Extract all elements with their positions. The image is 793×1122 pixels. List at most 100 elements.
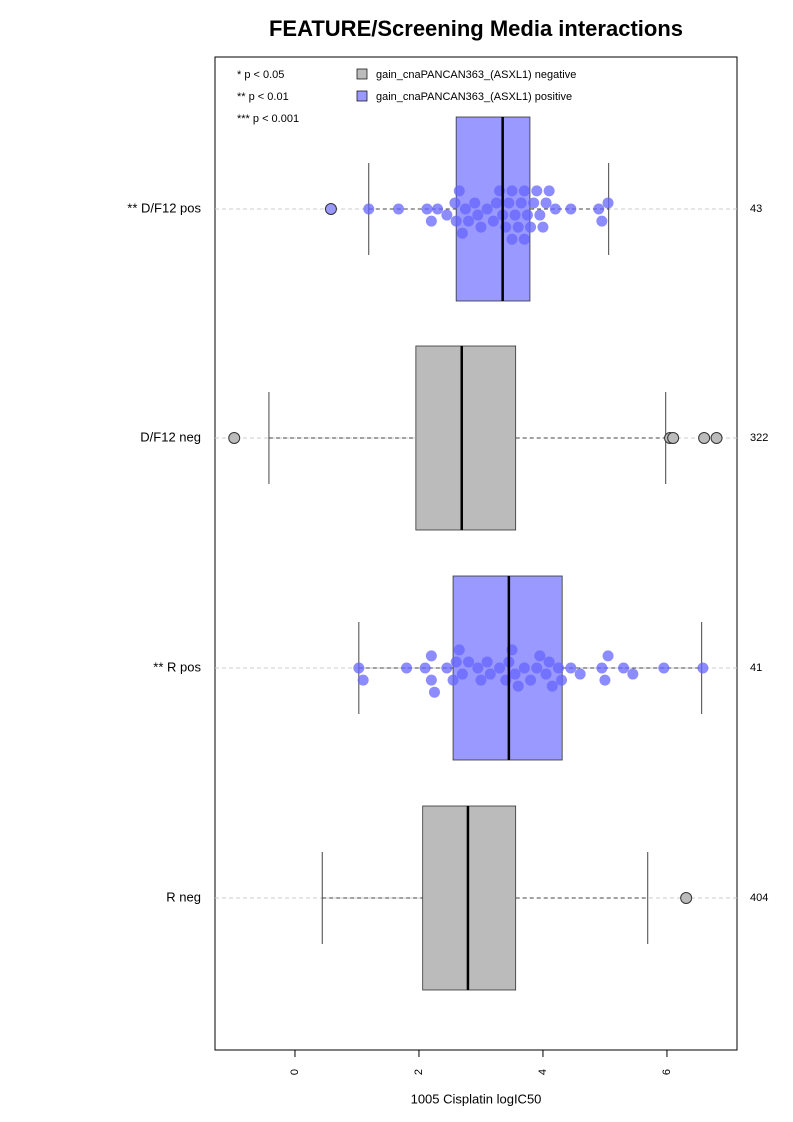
data-point xyxy=(503,197,515,209)
x-tick-label: 4 xyxy=(537,1069,549,1075)
data-point xyxy=(472,209,484,221)
data-point xyxy=(543,185,555,197)
data-point xyxy=(518,233,530,245)
data-point xyxy=(506,185,518,197)
data-point xyxy=(618,662,630,674)
outlier xyxy=(667,432,680,444)
data-point xyxy=(697,662,709,674)
data-point xyxy=(546,680,558,692)
data-point xyxy=(425,674,437,686)
count-label: 43 xyxy=(750,203,762,215)
data-point xyxy=(393,203,405,215)
data-point xyxy=(525,221,537,233)
data-point xyxy=(627,668,639,680)
data-point xyxy=(490,197,502,209)
outlier xyxy=(228,432,241,444)
count-label: 322 xyxy=(750,432,768,444)
significance-note: ** p < 0.01 xyxy=(237,91,289,103)
legend-label: gain_cnaPANCAN363_(ASXL1) positive xyxy=(376,91,572,103)
data-point xyxy=(509,668,521,680)
data-point xyxy=(602,197,614,209)
data-point xyxy=(565,203,577,215)
data-point xyxy=(472,662,484,674)
data-point xyxy=(512,221,524,233)
data-point xyxy=(537,221,549,233)
data-point xyxy=(552,662,564,674)
data-point xyxy=(469,197,481,209)
legend-swatch xyxy=(356,68,368,80)
data-point xyxy=(540,668,552,680)
data-point xyxy=(475,674,487,686)
data-point xyxy=(481,203,493,215)
category-label: ** D/F12 pos xyxy=(127,200,201,215)
data-point xyxy=(447,674,459,686)
data-point xyxy=(518,662,530,674)
data-point xyxy=(421,203,433,215)
data-point xyxy=(353,662,365,674)
data-point xyxy=(509,209,521,221)
data-point xyxy=(425,215,437,227)
data-point xyxy=(596,662,608,674)
x-tick-label: 0 xyxy=(289,1069,301,1075)
data-point xyxy=(599,674,611,686)
data-point xyxy=(449,197,461,209)
data-point xyxy=(441,209,453,221)
data-point xyxy=(419,662,431,674)
data-point xyxy=(487,215,499,227)
chart-title: FEATURE/Screening Media interactions xyxy=(269,16,683,41)
data-point xyxy=(549,203,561,215)
data-point xyxy=(515,197,527,209)
data-point xyxy=(453,185,465,197)
data-point xyxy=(528,197,540,209)
data-point xyxy=(543,656,555,668)
data-point xyxy=(531,185,543,197)
significance-note: *** p < 0.001 xyxy=(237,113,299,125)
data-point xyxy=(525,674,537,686)
data-point xyxy=(456,227,468,239)
data-point xyxy=(574,668,586,680)
data-point xyxy=(593,203,605,215)
x-tick-label: 2 xyxy=(413,1069,425,1075)
data-point xyxy=(494,662,506,674)
data-point xyxy=(401,662,413,674)
data-point xyxy=(540,197,552,209)
plot-frame xyxy=(214,56,738,1051)
data-point xyxy=(357,674,369,686)
data-point xyxy=(428,686,440,698)
data-point xyxy=(531,662,543,674)
legend-swatch xyxy=(356,90,368,102)
category-label: D/F12 neg xyxy=(140,429,201,444)
data-point xyxy=(556,674,568,686)
data-point xyxy=(456,668,468,680)
data-point xyxy=(565,662,577,674)
data-point xyxy=(475,221,487,233)
x-tick-label: 6 xyxy=(661,1069,673,1075)
box xyxy=(415,345,517,531)
data-point xyxy=(481,656,493,668)
data-point xyxy=(425,650,437,662)
data-point xyxy=(521,209,533,221)
data-point xyxy=(596,215,608,227)
data-point xyxy=(518,185,530,197)
data-point xyxy=(450,656,462,668)
data-point xyxy=(432,203,444,215)
significance-note: * p < 0.05 xyxy=(237,69,284,81)
data-point xyxy=(363,203,375,215)
category-label: ** R pos xyxy=(153,659,201,674)
data-point xyxy=(463,656,475,668)
data-point xyxy=(658,662,670,674)
legend-label: gain_cnaPANCAN363_(ASXL1) negative xyxy=(376,69,576,81)
data-point xyxy=(463,215,475,227)
category-label: R neg xyxy=(166,889,201,904)
data-point xyxy=(484,668,496,680)
data-point xyxy=(506,233,518,245)
outlier xyxy=(324,203,337,215)
data-point xyxy=(534,209,546,221)
outlier xyxy=(680,892,693,904)
data-point xyxy=(441,662,453,674)
data-point xyxy=(459,203,471,215)
count-label: 404 xyxy=(750,892,768,904)
data-point xyxy=(512,680,524,692)
data-point xyxy=(534,650,546,662)
